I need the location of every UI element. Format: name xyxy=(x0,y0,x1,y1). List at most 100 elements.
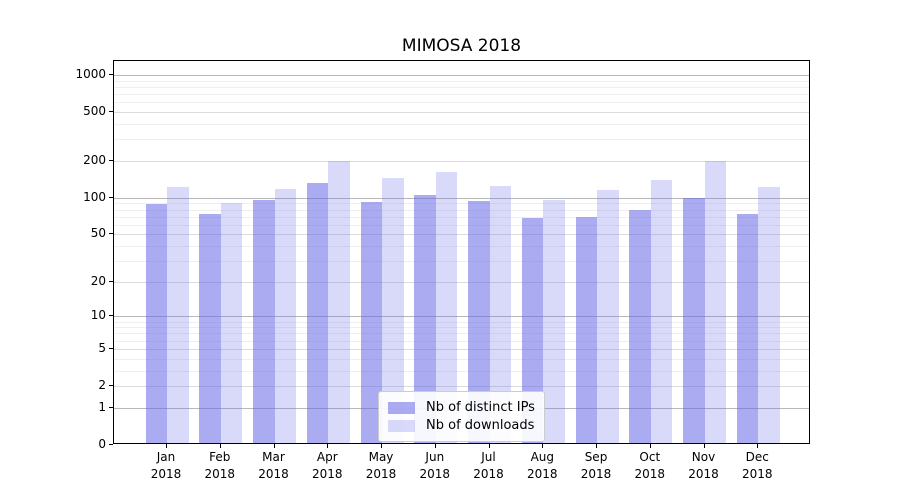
gridline-y-30 xyxy=(114,261,809,262)
bar-downloads-dec xyxy=(758,187,780,443)
x-tick-label-year: 2018 xyxy=(634,467,666,481)
x-tick-mark-mar xyxy=(273,444,275,448)
x-tick-label-sep: Sep 2018 xyxy=(564,449,628,483)
x-tick-label-month: May xyxy=(368,450,394,464)
x-tick-label-year: 2018 xyxy=(365,467,397,481)
x-tick-label-year: 2018 xyxy=(688,467,719,481)
x-tick-mark-jan xyxy=(166,444,167,448)
chart-title: MIMOSA 2018 xyxy=(401,36,522,56)
y-tick-label-50: 50 xyxy=(90,226,106,241)
x-tick-label-month: Nov xyxy=(691,450,716,464)
gridline-y-10 xyxy=(114,316,809,318)
bar-distinct-ips-sep xyxy=(575,216,597,443)
bar-distinct-ips-jun xyxy=(414,195,436,443)
x-tick-label-year: 2018 xyxy=(527,467,558,481)
gridline-y-100 xyxy=(114,197,809,199)
gridline-y-90 xyxy=(114,203,809,205)
gridline-y-4 xyxy=(114,358,809,360)
x-tick-mark-sep xyxy=(596,444,597,448)
y-tick-label-10: 10 xyxy=(90,308,106,323)
legend-entry-distinct-ips: Nb of distinct IPs xyxy=(388,399,535,416)
y-tick-label-100: 100 xyxy=(83,189,106,204)
x-tick-mark-may xyxy=(381,444,382,448)
y-tick-mark-100 xyxy=(109,196,113,198)
y-tick-mark-50 xyxy=(109,233,113,235)
gridline-y-8 xyxy=(114,327,809,329)
bar-distinct-ips-oct xyxy=(629,210,651,443)
x-tick-label-month: Dec xyxy=(745,450,769,464)
x-tick-label-jan: Jan 2018 xyxy=(134,449,198,483)
y-tick-mark-20 xyxy=(109,280,113,282)
x-tick-mark-nov xyxy=(703,444,705,448)
gridline-y-500 xyxy=(114,112,809,114)
x-tick-label-oct: Oct 2018 xyxy=(618,449,682,483)
legend-swatch-distinct-ips xyxy=(388,401,415,414)
gridline-y-80 xyxy=(114,209,809,211)
gridline-y-2 xyxy=(114,385,809,387)
x-tick-label-jul: Jul 2018 xyxy=(457,449,521,483)
x-tick-label-year: 2018 xyxy=(258,467,289,481)
gridline-y-200 xyxy=(114,160,809,162)
x-tick-label-mar: Mar 2018 xyxy=(242,449,306,483)
bar-distinct-ips-jul xyxy=(468,201,490,443)
bar-downloads-nov xyxy=(704,160,726,443)
y-tick-mark-5 xyxy=(109,347,113,349)
bar-distinct-ips-aug xyxy=(521,217,544,443)
gridline-y-1000 xyxy=(114,75,809,76)
x-tick-label-month: Apr xyxy=(316,450,338,464)
x-tick-mark-jul xyxy=(488,444,490,448)
x-tick-label-month: Jun xyxy=(425,450,445,464)
gridline-y-600 xyxy=(114,102,809,104)
bar-downloads-jun xyxy=(435,172,458,443)
x-tick-label-year: 2018 xyxy=(150,467,182,481)
y-tick-label-5: 5 xyxy=(98,340,106,355)
bar-downloads-apr xyxy=(328,160,350,443)
legend: Nb of distinct IPs Nb of downloads xyxy=(378,391,545,442)
x-tick-label-year: 2018 xyxy=(312,467,343,481)
x-tick-label-year: 2018 xyxy=(580,467,612,481)
bar-downloads-aug xyxy=(543,199,565,443)
gridline-y-20 xyxy=(114,281,809,283)
x-tick-mark-jun xyxy=(434,444,436,448)
gridline-y-3 xyxy=(114,370,809,372)
x-tick-label-year: 2018 xyxy=(204,467,236,481)
x-tick-label-month: Sep xyxy=(584,450,608,464)
bar-distinct-ips-feb xyxy=(199,213,221,443)
x-tick-label-jun: Jun 2018 xyxy=(403,449,467,483)
x-tick-label-year: 2018 xyxy=(419,467,451,481)
x-tick-mark-oct xyxy=(649,444,651,448)
x-tick-label-month: Mar xyxy=(262,450,285,464)
y-tick-label-2: 2 xyxy=(98,377,106,392)
x-tick-label-month: Jan xyxy=(156,450,176,464)
x-tick-label-dec: Dec 2018 xyxy=(725,449,789,483)
x-tick-label-feb: Feb 2018 xyxy=(188,449,252,483)
gridline-y-700 xyxy=(114,94,809,96)
bar-downloads-jan xyxy=(167,186,189,443)
x-tick-mark-dec xyxy=(757,444,759,448)
x-tick-label-month: Aug xyxy=(530,450,555,464)
x-tick-label-aug: Aug 2018 xyxy=(510,449,574,483)
bar-downloads-jul xyxy=(489,186,511,443)
legend-swatch-downloads xyxy=(388,419,415,432)
y-tick-mark-2 xyxy=(109,384,113,386)
bar-distinct-ips-may xyxy=(360,201,382,443)
x-tick-label-may: May 2018 xyxy=(349,449,413,483)
x-tick-label-apr: Apr 2018 xyxy=(295,449,359,483)
y-tick-mark-10 xyxy=(109,315,113,317)
bar-distinct-ips-jan xyxy=(145,203,167,443)
y-tick-mark-500 xyxy=(109,111,113,113)
bar-downloads-sep xyxy=(597,190,619,443)
y-tick-label-20: 20 xyxy=(90,273,106,288)
bar-downloads-may xyxy=(382,177,404,443)
x-tick-label-month: Feb xyxy=(209,450,231,464)
bar-distinct-ips-apr xyxy=(306,182,329,443)
gridline-y-9 xyxy=(114,321,809,323)
y-tick-label-0: 0 xyxy=(98,436,106,451)
x-tick-label-month: Jul xyxy=(481,450,496,464)
y-tick-label-1000: 1000 xyxy=(75,67,106,81)
y-tick-mark-200 xyxy=(109,159,113,161)
gridline-y-300 xyxy=(114,139,809,141)
bar-downloads-feb xyxy=(220,203,243,443)
gridline-y-40 xyxy=(114,246,809,247)
